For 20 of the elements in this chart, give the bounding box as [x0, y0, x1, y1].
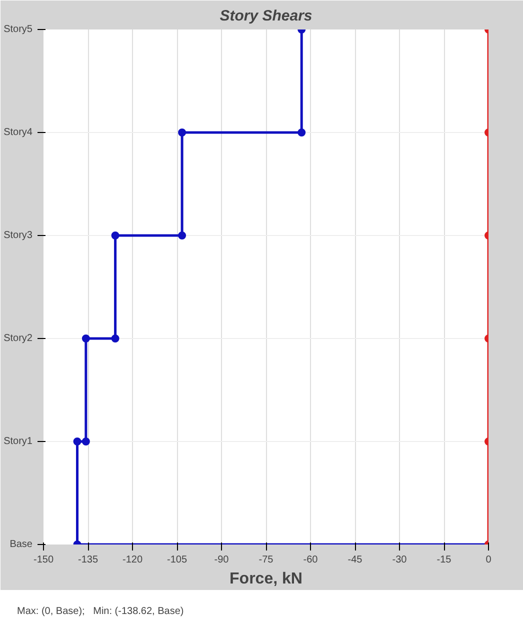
x-tick-label: 0 — [486, 554, 492, 566]
y-tick-label: Story3 — [4, 230, 33, 241]
y-tick-label: Story2 — [4, 333, 33, 344]
x-axis-title: Force, kN — [230, 570, 302, 588]
x-tick-label: -60 — [303, 554, 318, 566]
y-tick-label: Base — [10, 539, 33, 550]
x-tick-label: -150 — [33, 554, 54, 566]
x-tick-label: -135 — [78, 554, 98, 566]
x-tick-label: -45 — [348, 554, 363, 566]
x-tick-label: -75 — [258, 554, 274, 566]
x-tick-label: -15 — [436, 554, 452, 566]
x-tick-label: -90 — [214, 554, 230, 566]
x-tick-label: -30 — [392, 554, 408, 566]
y-tick-label: Story5 — [4, 24, 33, 35]
chart-title: Story Shears — [220, 8, 312, 24]
y-tick-label: Story1 — [4, 436, 33, 447]
y-tick-label: Story4 — [4, 127, 33, 138]
x-tick-label: -105 — [166, 554, 188, 566]
x-tick-label: -120 — [122, 554, 143, 566]
text: Max: (0, Base); Min: (-138.62, Base) — [17, 605, 184, 619]
